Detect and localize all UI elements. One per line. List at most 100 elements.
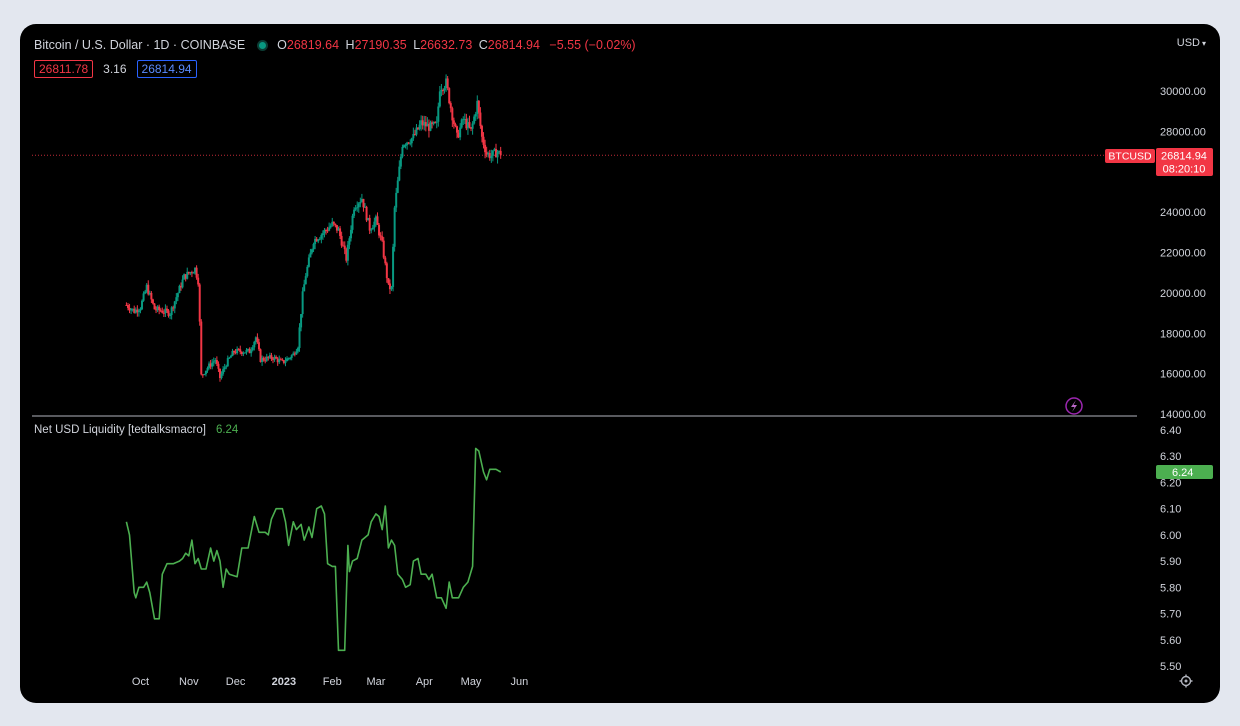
- candle-body: [413, 134, 416, 136]
- candle-body: [494, 148, 497, 158]
- indicator-axis-label: 6.10: [1160, 504, 1181, 516]
- candle-body: [443, 88, 446, 91]
- candle-body: [368, 217, 371, 231]
- candle-body: [262, 357, 265, 361]
- candle-body: [147, 284, 150, 295]
- candle-body: [195, 267, 198, 278]
- indicator-axis-label: 6.00: [1160, 530, 1181, 542]
- candle-body: [229, 356, 232, 358]
- candle-body: [276, 358, 279, 363]
- lightning-icon[interactable]: [1065, 397, 1083, 415]
- candle-body: [217, 363, 220, 369]
- close-value: 26814.94: [487, 38, 540, 52]
- candle-body: [278, 359, 281, 363]
- candle-body: [304, 276, 307, 285]
- candle-body: [189, 272, 192, 274]
- price-axis[interactable]: 14000.00 16000.00 18000.00 20000.00 22000.00…: [1160, 86, 1206, 421]
- chart-canvas[interactable]: 14000.00 16000.00 18000.00 20000.00 22000.00…: [20, 24, 1220, 703]
- candle-body: [187, 271, 190, 274]
- indicator-tag-value: 6.24: [1172, 467, 1193, 479]
- candle-body: [353, 209, 356, 216]
- candle-body: [225, 366, 228, 368]
- candle-body: [247, 348, 250, 350]
- candle-body: [200, 321, 203, 375]
- candle-body: [441, 89, 444, 91]
- currency-label: USD: [1176, 37, 1200, 49]
- time-axis[interactable]: Oct Nov Dec 2023 Feb Mar Apr May Jun: [132, 676, 528, 688]
- candle-body: [454, 124, 457, 127]
- indicator-axis-label: 6.40: [1160, 425, 1181, 437]
- candle-body: [438, 91, 441, 107]
- candle-body: [354, 208, 357, 210]
- indicator-axis-label: 5.50: [1160, 661, 1181, 673]
- candle-body: [312, 244, 315, 250]
- gear-icon[interactable]: [1179, 674, 1193, 688]
- candle-body: [275, 356, 278, 359]
- candles-group: [125, 74, 502, 382]
- candle-body: [382, 240, 385, 258]
- indicator-legend[interactable]: Net USD Liquidity [tedtalksmacro] 6.24: [34, 424, 238, 436]
- candle-body: [432, 122, 435, 124]
- indicator-axis-label: 5.60: [1160, 635, 1181, 647]
- candle-body: [315, 238, 318, 242]
- candle-body: [270, 355, 273, 359]
- candle-body: [337, 228, 340, 231]
- candle-body: [218, 368, 221, 379]
- candle-body: [462, 119, 465, 121]
- candle-body: [370, 229, 373, 231]
- candle-body: [265, 356, 268, 361]
- candle-body: [161, 310, 164, 313]
- candle-body: [254, 337, 257, 342]
- candle-body: [272, 358, 275, 360]
- indicator-axis-label: 6.20: [1160, 477, 1181, 489]
- candle-body: [211, 362, 214, 367]
- low-value: 26632.73: [420, 38, 473, 52]
- candle-body: [459, 127, 462, 138]
- candle-body: [239, 349, 242, 352]
- indicator-name[interactable]: Net USD Liquidity [tedtalksmacro]: [34, 424, 206, 436]
- candle-body: [145, 284, 148, 292]
- currency-selector[interactable]: USD ▾: [1177, 37, 1206, 49]
- indicator-axis-label: 6.30: [1160, 451, 1181, 463]
- candle-body: [234, 352, 237, 354]
- candle-body: [231, 351, 234, 357]
- candle-body: [156, 306, 159, 311]
- candle-body: [365, 206, 368, 221]
- ask-price[interactable]: 26814.94: [136, 60, 197, 78]
- candle-body: [374, 216, 377, 222]
- symbol-title[interactable]: Bitcoin / U.S. Dollar · 1D · COINBASE: [34, 38, 246, 52]
- candle-body: [463, 118, 466, 120]
- candle-body: [320, 235, 323, 239]
- candle-body: [449, 103, 452, 109]
- candle-body: [379, 235, 382, 237]
- candle-body: [460, 119, 463, 128]
- candle-body: [328, 227, 331, 231]
- price-axis-label: 24000.00: [1160, 207, 1206, 219]
- bid-price[interactable]: 26811.78: [34, 60, 94, 78]
- candle-body: [284, 361, 287, 363]
- candle-body: [126, 305, 129, 308]
- candle-body: [214, 360, 217, 362]
- symbol-legend[interactable]: Bitcoin / U.S. Dollar · 1D · COINBASE O26…: [34, 38, 636, 52]
- price-tag-symbol: BTCUSD: [1108, 151, 1152, 163]
- indicator-axis[interactable]: 5.50 5.60 5.70 5.80 5.90 6.00 6.10 6.20 6.30 6.40: [1160, 425, 1181, 673]
- candle-body: [415, 127, 418, 135]
- candle-body: [159, 310, 162, 312]
- candle-body: [349, 229, 352, 239]
- low-label: L: [413, 38, 421, 52]
- price-axis-label: 28000.00: [1160, 126, 1206, 138]
- candle-body: [396, 180, 399, 193]
- candle-body: [292, 353, 295, 356]
- high-label: H: [345, 38, 355, 52]
- candle-body: [180, 285, 183, 288]
- candle-body: [440, 89, 443, 92]
- candle-body: [151, 299, 154, 304]
- candle-body: [384, 257, 387, 264]
- candle-body: [359, 201, 362, 204]
- market-status-icon[interactable]: [259, 41, 267, 49]
- indicator-axis-label: 5.80: [1160, 582, 1181, 594]
- candle-body: [240, 351, 243, 354]
- liquidity-line-group: [125, 447, 502, 652]
- candle-body: [418, 124, 421, 130]
- candle-body: [457, 132, 460, 138]
